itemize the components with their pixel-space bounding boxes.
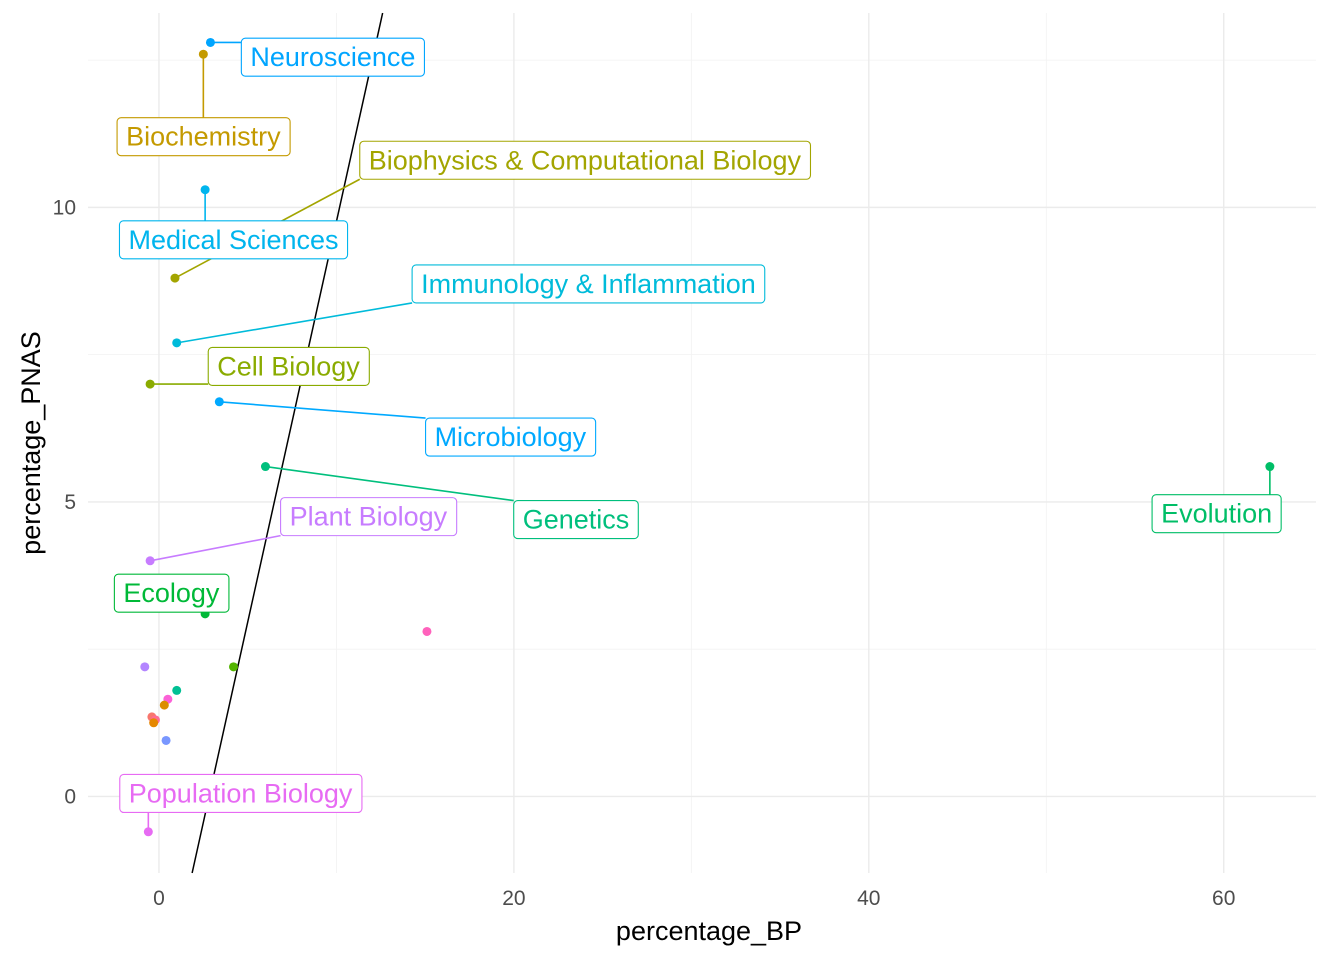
point-label-box: Cell Biology bbox=[208, 347, 369, 385]
data-point bbox=[140, 662, 149, 671]
point-label: Biochemistry bbox=[126, 122, 281, 152]
label-leader-line bbox=[177, 303, 412, 343]
data-point bbox=[206, 38, 215, 47]
point-label-box: Microbiology bbox=[426, 418, 596, 456]
point-label: Immunology & Inflammation bbox=[421, 269, 756, 299]
data-point bbox=[149, 718, 158, 727]
x-tick-label: 20 bbox=[502, 887, 525, 910]
point-label: Cell Biology bbox=[217, 351, 360, 381]
data-point bbox=[162, 736, 171, 745]
point-label-box: Genetics bbox=[514, 501, 639, 539]
data-point bbox=[160, 701, 169, 710]
point-label: Neuroscience bbox=[250, 42, 415, 72]
x-tick-label: 0 bbox=[153, 887, 165, 910]
data-point bbox=[422, 627, 431, 636]
label-leader-line bbox=[265, 467, 513, 501]
y-tick-label: 0 bbox=[64, 785, 76, 808]
y-axis-title: percentage_PNAS bbox=[16, 331, 46, 555]
point-label-box: Biochemistry bbox=[117, 118, 290, 156]
point-label-box: Immunology & Inflammation bbox=[412, 265, 765, 303]
x-tick-label: 40 bbox=[857, 887, 880, 910]
point-label: Evolution bbox=[1161, 499, 1272, 529]
data-point bbox=[201, 185, 210, 194]
x-axis-title: percentage_BP bbox=[616, 916, 802, 946]
data-point bbox=[172, 686, 181, 695]
point-label: Microbiology bbox=[435, 422, 587, 452]
label-leader-line bbox=[150, 536, 280, 561]
label-leader-line bbox=[219, 402, 425, 418]
point-label-box: Biophysics & Computational Biology bbox=[360, 141, 811, 179]
data-point bbox=[144, 827, 153, 836]
point-label: Plant Biology bbox=[290, 502, 448, 532]
y-tick-label: 10 bbox=[53, 196, 76, 219]
point-label-box: Evolution bbox=[1152, 495, 1281, 533]
point-label-box: Neuroscience bbox=[241, 38, 424, 76]
point-label: Biophysics & Computational Biology bbox=[369, 145, 802, 175]
data-point bbox=[199, 50, 208, 59]
data-point bbox=[215, 397, 224, 406]
point-label: Genetics bbox=[523, 505, 630, 535]
point-label: Ecology bbox=[123, 578, 220, 608]
point-label: Population Biology bbox=[129, 778, 353, 808]
x-tick-label: 60 bbox=[1212, 887, 1235, 910]
data-point bbox=[261, 462, 270, 471]
point-label-box: Medical Sciences bbox=[119, 221, 347, 259]
point-label: Medical Sciences bbox=[128, 225, 338, 255]
data-point bbox=[229, 662, 238, 671]
data-point bbox=[146, 380, 155, 389]
point-label-box: Ecology bbox=[114, 574, 229, 612]
data-point bbox=[146, 556, 155, 565]
data-point bbox=[1265, 462, 1274, 471]
data-point bbox=[172, 338, 181, 347]
y-tick-label: 5 bbox=[64, 491, 76, 514]
point-label-box: Population Biology bbox=[120, 774, 362, 812]
point-labels: Neuroscience Biochemistry Biophysics & Com… bbox=[114, 38, 1281, 812]
point-label-box: Plant Biology bbox=[281, 498, 457, 536]
data-point bbox=[170, 274, 179, 283]
